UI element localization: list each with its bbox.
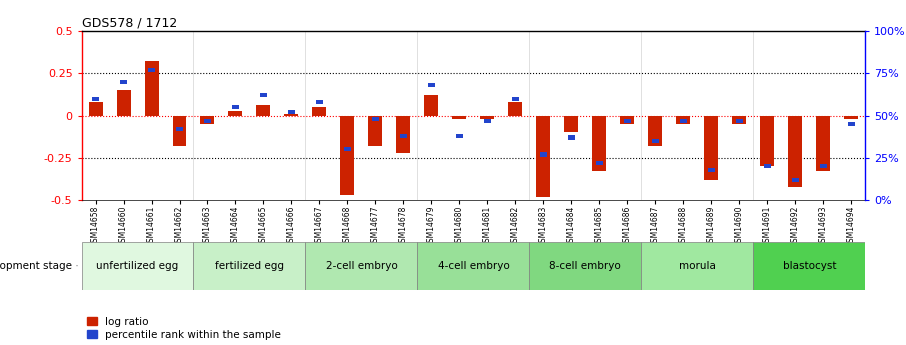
Bar — [621, 116, 634, 124]
Bar — [194, 241, 305, 290]
Bar — [732, 116, 747, 124]
Bar — [82, 241, 194, 290]
Bar — [172, 116, 187, 146]
Text: GDS578 / 1712: GDS578 / 1712 — [82, 17, 177, 30]
Bar — [313, 107, 326, 116]
Bar — [708, 168, 715, 172]
Bar — [593, 116, 606, 171]
Bar — [145, 61, 159, 116]
Bar — [512, 97, 519, 101]
Bar — [753, 241, 865, 290]
Bar — [651, 139, 659, 143]
Bar — [680, 119, 687, 123]
Bar — [848, 122, 854, 126]
Bar — [540, 152, 547, 157]
Text: 8-cell embryo: 8-cell embryo — [549, 261, 622, 270]
Text: blastocyst: blastocyst — [783, 261, 836, 270]
Bar — [372, 117, 379, 121]
Bar — [228, 110, 243, 116]
Text: fertilized egg: fertilized egg — [215, 261, 284, 270]
Bar — [596, 161, 602, 165]
Legend: log ratio, percentile rank within the sample: log ratio, percentile rank within the sa… — [87, 317, 282, 340]
Bar — [641, 241, 753, 290]
Text: 2-cell embryo: 2-cell embryo — [325, 261, 398, 270]
Text: morula: morula — [679, 261, 716, 270]
Bar — [284, 114, 298, 116]
Bar — [564, 116, 578, 132]
Bar — [760, 116, 775, 166]
Bar — [649, 116, 662, 146]
Bar — [204, 119, 211, 123]
Bar — [424, 95, 439, 116]
Bar — [89, 102, 102, 116]
Bar — [676, 116, 690, 124]
Bar — [260, 93, 267, 97]
Bar — [148, 68, 155, 72]
Bar — [704, 116, 718, 180]
Bar — [844, 116, 858, 119]
Bar — [120, 80, 127, 84]
Bar — [820, 164, 827, 168]
Text: unfertilized egg: unfertilized egg — [96, 261, 178, 270]
Bar — [529, 241, 641, 290]
Bar — [288, 110, 295, 114]
Bar — [397, 116, 410, 153]
Bar — [305, 241, 418, 290]
Text: development stage: development stage — [0, 261, 72, 270]
Bar — [764, 164, 771, 168]
Text: 4-cell embryo: 4-cell embryo — [438, 261, 509, 270]
Bar — [480, 116, 495, 119]
Bar — [341, 116, 354, 195]
Bar — [369, 116, 382, 146]
Bar — [92, 97, 99, 101]
Bar — [400, 134, 407, 138]
Bar — [256, 106, 271, 116]
Bar — [316, 100, 323, 104]
Bar — [176, 127, 183, 131]
Bar — [736, 119, 743, 123]
Bar — [117, 90, 130, 116]
Bar — [200, 116, 215, 124]
Bar — [788, 116, 802, 187]
Bar — [816, 116, 830, 171]
Bar — [508, 102, 523, 116]
Bar — [418, 241, 529, 290]
Bar — [624, 119, 631, 123]
Bar — [456, 134, 463, 138]
Bar — [792, 178, 799, 182]
Bar — [232, 105, 239, 109]
Bar — [568, 136, 574, 140]
Bar — [344, 147, 351, 151]
Bar — [428, 83, 435, 87]
Bar — [452, 116, 467, 119]
Bar — [484, 119, 491, 123]
Bar — [536, 116, 550, 197]
